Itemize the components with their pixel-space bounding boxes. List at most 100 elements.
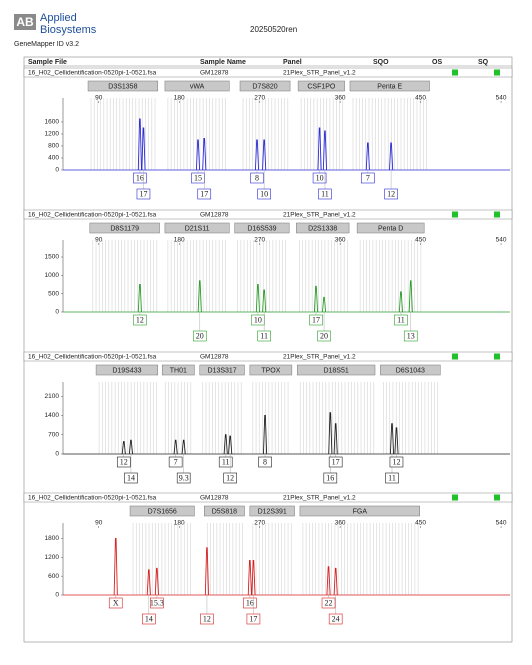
panel-name: 21Plex_STR_Panel_v1.2 [283, 495, 356, 502]
allele-label: 16 [136, 173, 144, 182]
allele-label: 8 [263, 457, 267, 466]
x-tick-label: 270 [254, 95, 265, 102]
sample-name: GM12878 [200, 70, 229, 77]
panel-name: 21Plex_STR_Panel_v1.2 [283, 354, 356, 361]
marker-box [164, 80, 230, 92]
peak [262, 139, 267, 171]
allele-label: 10 [260, 189, 268, 198]
allele-label: 12 [387, 189, 395, 198]
allele-box [384, 188, 398, 200]
allele-label: 14 [127, 473, 135, 482]
peak [228, 435, 233, 455]
x-tick-label: 450 [415, 520, 426, 527]
x-tick-label: 540 [496, 95, 507, 102]
status [494, 211, 500, 218]
y-tick-label: 1600 [45, 119, 60, 126]
peak [408, 280, 413, 313]
peak [202, 138, 207, 171]
allele-label: 11 [222, 457, 230, 466]
marker-name: D2S1338 [308, 225, 337, 232]
y-tick-label: 1400 [45, 412, 60, 419]
allele-box [309, 314, 323, 326]
marker-box [129, 505, 195, 517]
status [494, 69, 500, 76]
x-tick-label: 180 [174, 95, 185, 102]
peak [321, 296, 327, 313]
marker-box [296, 364, 376, 376]
peak [328, 412, 333, 455]
allele-label: 17 [249, 614, 257, 623]
allele-box [328, 613, 343, 625]
peak [262, 415, 268, 455]
x-tick-label: 540 [496, 520, 507, 527]
column-header: Panel [283, 59, 302, 66]
marker-name: D21S11 [185, 225, 210, 232]
allele-box [257, 188, 271, 200]
peak [389, 142, 394, 171]
allele-label: 12 [203, 614, 211, 623]
allele-box [257, 330, 271, 342]
panel-name: 21Plex_STR_Panel_v1.2 [283, 212, 356, 219]
y-tick-label: 400 [48, 155, 59, 162]
y-tick-label: 700 [48, 431, 59, 438]
allele-label: 11 [388, 473, 396, 482]
allele-box [142, 613, 156, 625]
x-tick-label: 360 [335, 520, 346, 527]
marker-box [297, 80, 345, 92]
x-tick-label: 360 [335, 237, 346, 244]
column-header: SQO [373, 59, 389, 66]
x-tick-label: 360 [335, 95, 346, 102]
marker-box [89, 222, 160, 234]
panel-name: 21Plex_STR_Panel_v1.2 [283, 70, 356, 77]
allele-label: 24 [332, 614, 340, 623]
info-row [23, 351, 513, 362]
marker-box [349, 80, 430, 92]
allele-label: 22 [325, 598, 333, 607]
peak [181, 439, 186, 455]
software: GeneMapper ID v3.2 [14, 41, 79, 48]
x-tick-label: 270 [254, 520, 265, 527]
allele-box [250, 172, 264, 184]
allele-label: 10 [316, 173, 324, 182]
allele-box [321, 597, 336, 609]
allele-label: 17 [332, 457, 340, 466]
status [494, 353, 500, 360]
marker-name: D18S51 [323, 367, 348, 374]
y-tick-label: 0 [55, 309, 59, 316]
allele-label: 8 [255, 173, 259, 182]
info-row [23, 492, 513, 503]
peak [254, 139, 260, 171]
peak [394, 427, 399, 455]
peak [195, 139, 201, 171]
marker-name: D8S1179 [110, 225, 139, 232]
y-tick-label: 1500 [45, 254, 60, 261]
allele-box [133, 172, 147, 184]
brand: Biosystems [40, 24, 97, 36]
sample-name: GM12878 [200, 354, 229, 361]
x-tick-label: 180 [174, 520, 185, 527]
marker-name: TPOX [261, 367, 280, 374]
x-tick-label: 450 [415, 95, 426, 102]
x-tick-label: 90 [95, 237, 103, 244]
marker-box [161, 364, 195, 376]
marker-name: D6S1043 [396, 367, 425, 374]
sample-file: 16_H02_Cellidentification-0520pi-1-0521.… [28, 212, 157, 219]
info-row [23, 209, 513, 220]
peak [223, 434, 228, 455]
y-tick-label: 0 [55, 592, 59, 599]
title: 20250520ren [250, 25, 297, 34]
allele-label: 11 [397, 315, 405, 324]
marker-box [87, 80, 159, 92]
y-tick-label: 600 [48, 573, 59, 580]
marker-box [249, 505, 295, 517]
allele-box [218, 456, 233, 468]
allele-box [328, 456, 343, 468]
allele-box [394, 314, 408, 326]
y-tick-label: 1200 [45, 131, 60, 138]
marker-box [299, 505, 420, 517]
allele-label: 17 [312, 315, 320, 324]
allele-label: 11 [321, 189, 329, 198]
peak [173, 439, 178, 455]
allele-box [318, 188, 332, 200]
